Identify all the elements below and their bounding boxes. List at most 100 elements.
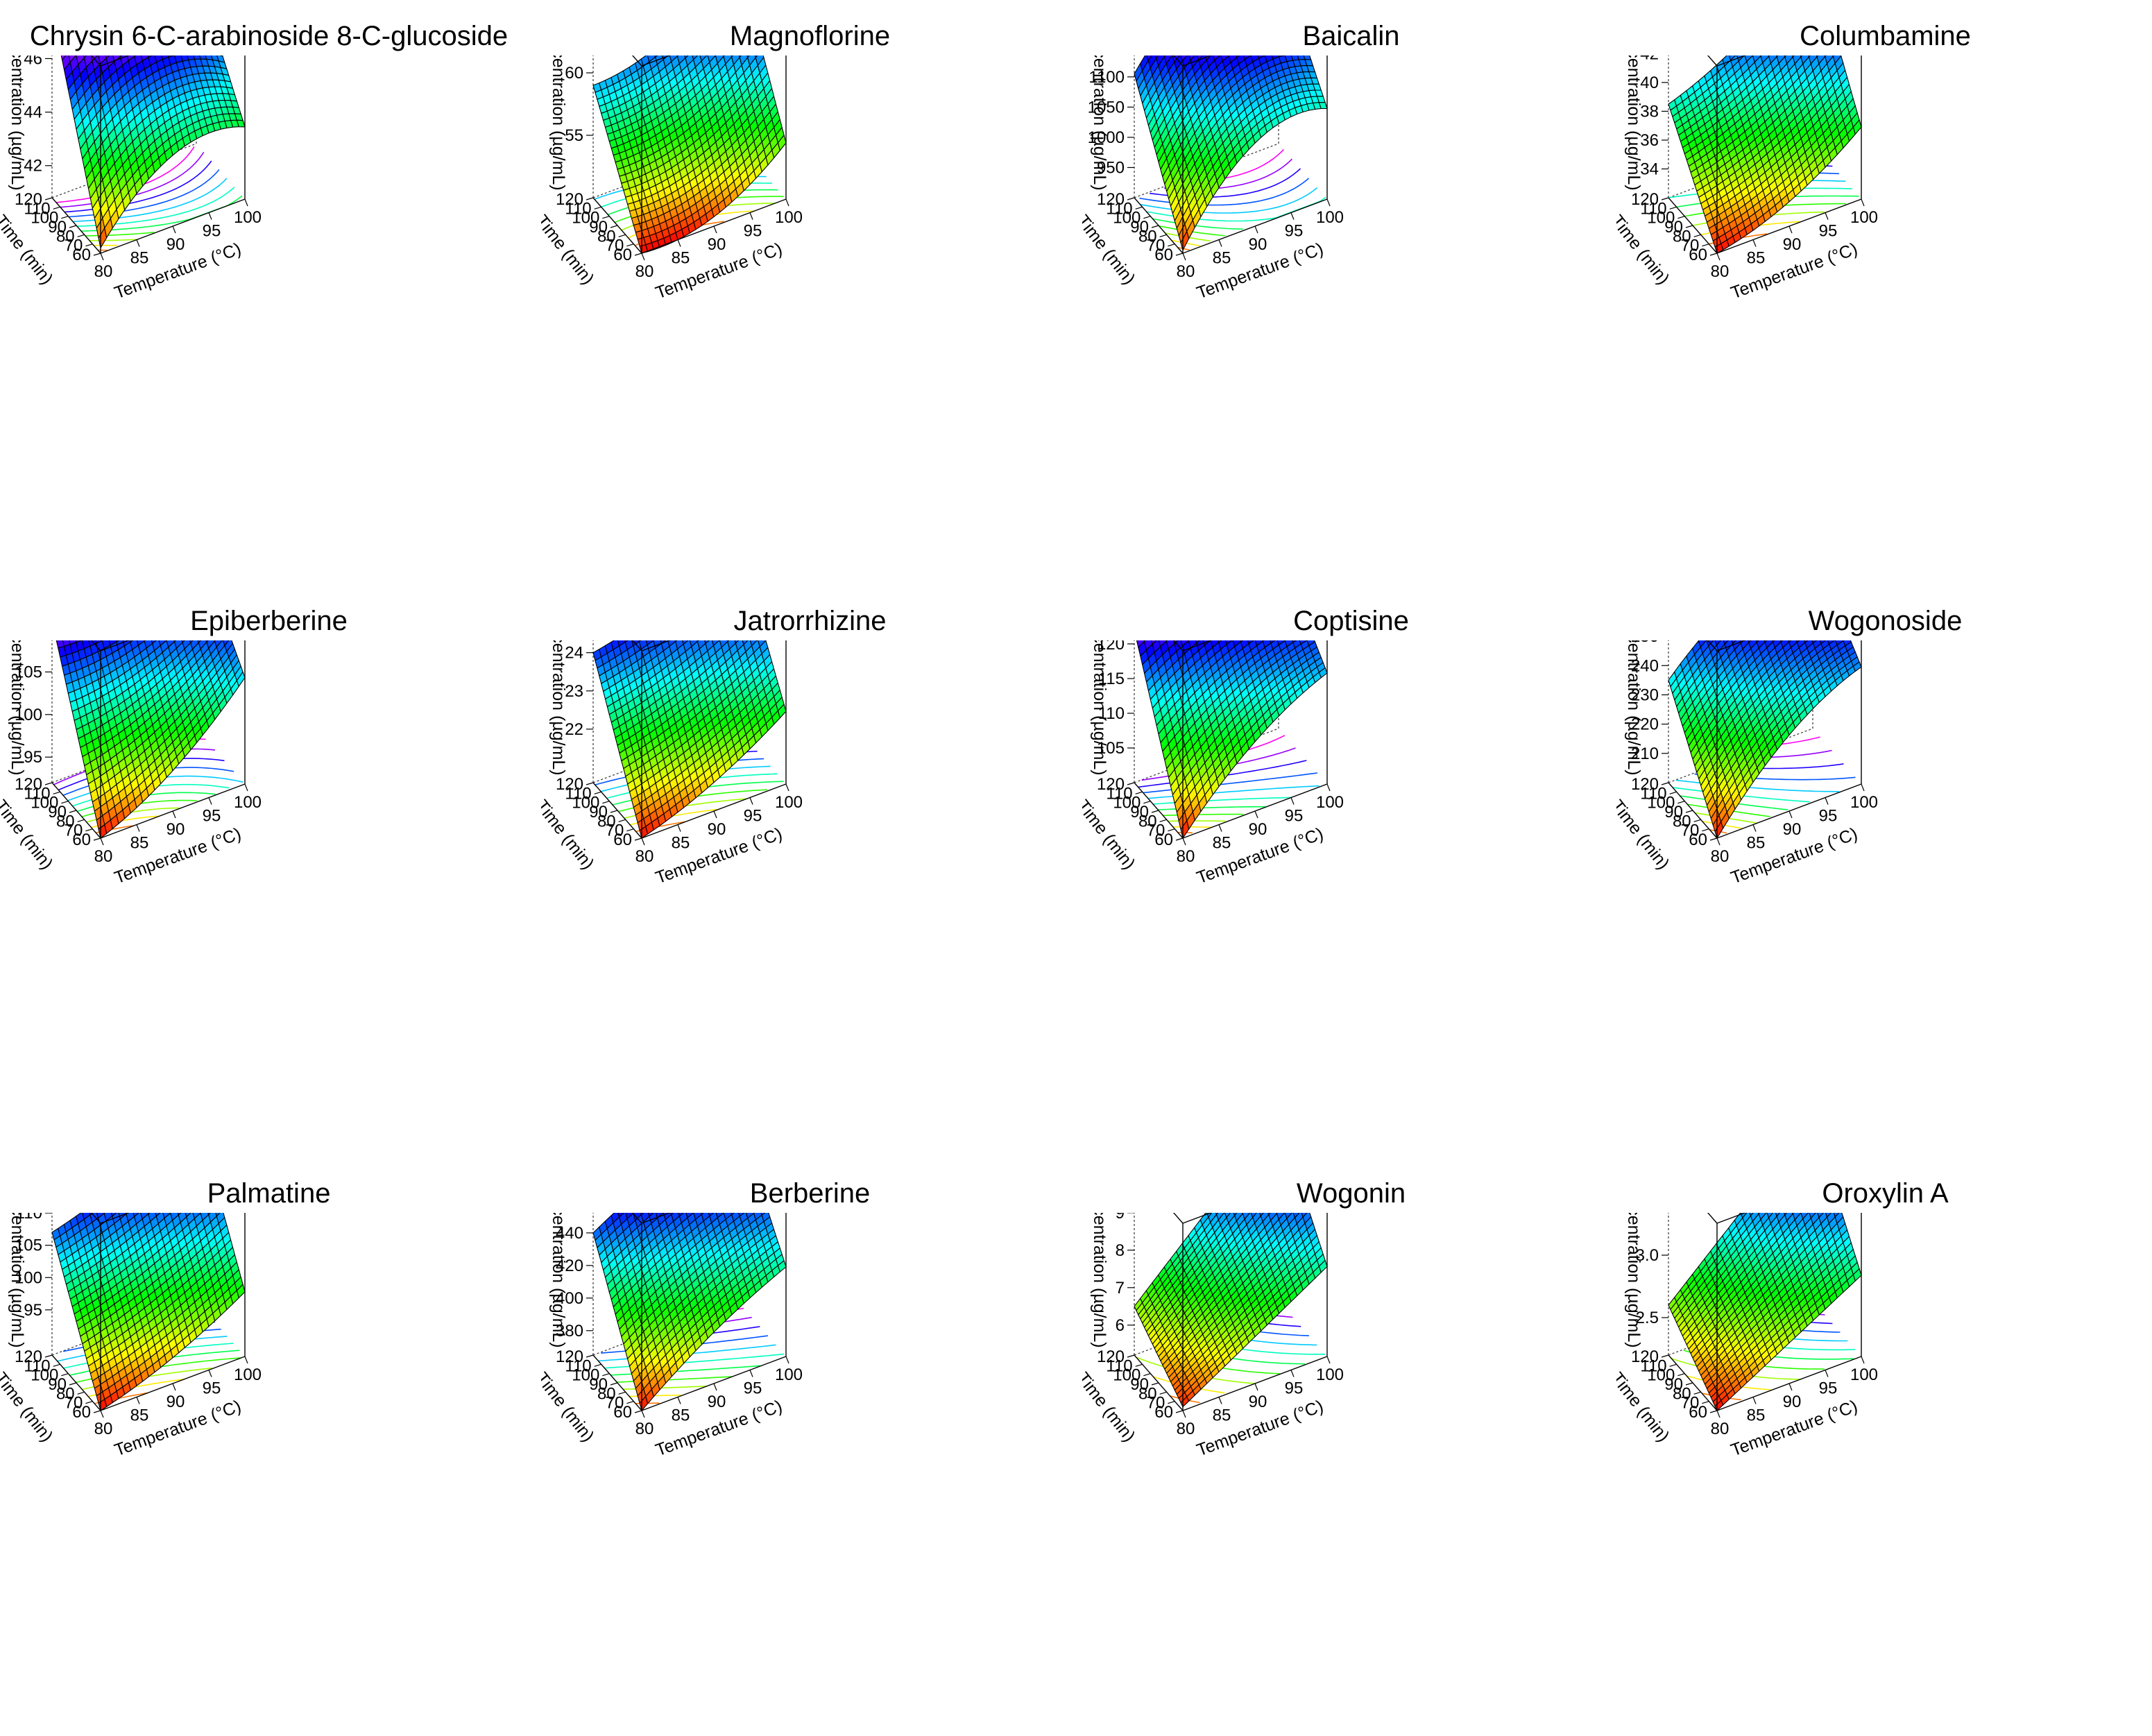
z-tick-label: 36 (1640, 131, 1659, 150)
y-tick (602, 801, 610, 804)
y-tick (77, 819, 85, 822)
z-tick-label: 115 (1098, 670, 1125, 688)
x-tick (1254, 225, 1258, 234)
y-tick (1127, 782, 1135, 785)
z-tick-label: 100 (15, 706, 42, 724)
z-tick-label: 120 (1097, 640, 1125, 654)
z-tick-label: 34 (1640, 160, 1659, 178)
y-tick-label: 100 (31, 794, 58, 812)
surface-mesh (1668, 640, 1862, 839)
y-tick-label: 80 (56, 812, 75, 831)
z-tick-label: 24 (565, 644, 583, 663)
y-tick-label: 60 (1154, 246, 1173, 264)
x-tick (100, 253, 104, 261)
y-tick-label: 110 (1640, 199, 1666, 218)
x-tick (244, 198, 248, 207)
x-tick-label: 85 (1213, 249, 1231, 268)
x-tick-label: 85 (130, 834, 149, 853)
box-edge-back (51, 728, 197, 783)
y-tick (586, 782, 594, 785)
box-edge-front (1707, 56, 1718, 67)
box-edge-front (100, 640, 130, 652)
z-tick-label: 60 (565, 64, 583, 83)
x-tick (749, 212, 753, 220)
y-tick-label: 80 (1138, 812, 1157, 831)
y-tick-label: 120 (556, 190, 583, 209)
x-tick (208, 212, 212, 220)
y-tick (53, 791, 60, 794)
y-tick-label: 90 (1130, 803, 1149, 822)
x-tick (100, 837, 104, 846)
x-tick (244, 783, 248, 792)
z-axis-label: Concentration (µg/mL) (549, 56, 568, 191)
y-tick-label: 80 (1138, 227, 1157, 246)
y-tick (61, 801, 69, 804)
y-tick (1669, 206, 1677, 210)
x-tick-label: 90 (1783, 235, 1802, 254)
y-tick-label: 90 (1130, 218, 1149, 237)
x-tick-label: 90 (708, 235, 726, 254)
x-tick-label: 85 (672, 249, 690, 268)
y-tick-label: 110 (24, 784, 50, 803)
y-tick (610, 810, 618, 813)
y-tick (69, 810, 77, 813)
contour-line (1172, 826, 1212, 828)
panel-1: Chrysin 6-C-arabinoside 8-C-glucoside 80… (0, 0, 538, 579)
box-edge-front (1172, 640, 1184, 652)
y-tick (1175, 837, 1184, 841)
y-tick (53, 206, 60, 210)
x-tick (1290, 212, 1295, 220)
y-tick (594, 791, 601, 794)
x-tick (1218, 824, 1222, 832)
box-edge-back (1134, 143, 1279, 198)
surface-facet (777, 135, 787, 151)
x-tick-label: 80 (635, 847, 654, 866)
x-tick-label: 95 (744, 807, 762, 826)
z-tick-label: 105 (15, 663, 42, 681)
z-tick-label: 40 (1640, 74, 1659, 92)
x-tick (1254, 810, 1258, 819)
contour-line (1152, 218, 1243, 230)
x-tick (749, 797, 753, 805)
y-tick (1127, 197, 1135, 201)
y-tick (1693, 234, 1701, 237)
y-tick (610, 225, 618, 228)
y-tick-label: 70 (1147, 237, 1165, 255)
contour-line (89, 239, 137, 241)
y-tick-label: 110 (565, 784, 591, 803)
box-edge-front (90, 640, 101, 652)
z-tick-label: 46 (24, 56, 42, 68)
x-tick (1788, 225, 1793, 234)
y-tick-label: 100 (1113, 209, 1141, 228)
y-tick-label: 90 (589, 218, 608, 237)
box-edge-front (1172, 56, 1184, 67)
x-tick-label: 100 (775, 208, 803, 227)
y-tick-label: 70 (1147, 822, 1165, 840)
contour-line (1159, 225, 1225, 237)
surface-facet (236, 119, 246, 128)
y-tick-label: 120 (15, 775, 42, 794)
panel-7: Coptisine 80 85 90 95 100 Temperature (°C) 60 7… (1082, 585, 1620, 1164)
y-tick-label: 110 (1106, 199, 1132, 218)
x-tick-label: 100 (775, 793, 803, 812)
x-tick (172, 810, 176, 819)
panel-title: Baicalin (1302, 21, 1400, 51)
x-tick (641, 253, 645, 261)
y-tick-label: 100 (572, 209, 599, 228)
x-tick-label: 95 (1285, 222, 1304, 241)
y-tick-label: 60 (1154, 831, 1173, 849)
y-tick (1135, 206, 1143, 210)
surface-facet (1318, 667, 1328, 679)
y-tick-label: 120 (1631, 190, 1659, 209)
x-tick-label: 80 (1177, 847, 1195, 866)
x-tick (1182, 253, 1186, 261)
y-tick-label: 120 (1097, 190, 1125, 209)
box-edge-front (641, 56, 671, 67)
z-tick-label: 42 (24, 157, 42, 176)
surface-mesh (1134, 56, 1328, 251)
y-tick-label: 110 (24, 199, 50, 218)
